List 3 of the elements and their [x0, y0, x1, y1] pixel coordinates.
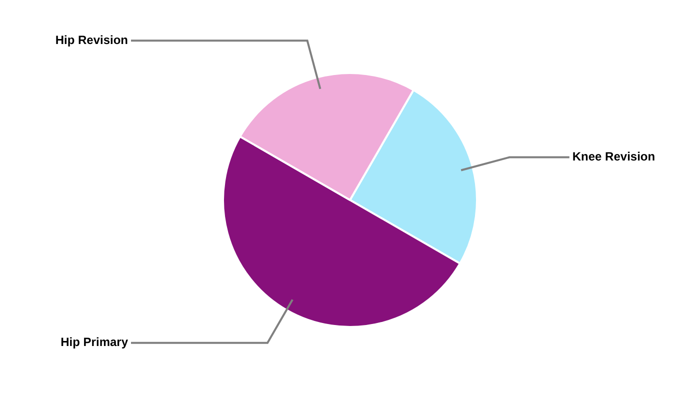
slice-label: Hip Revision	[55, 32, 128, 47]
slice-label: Knee Revision	[572, 150, 656, 164]
slice-label: Hip Primary	[60, 335, 128, 350]
